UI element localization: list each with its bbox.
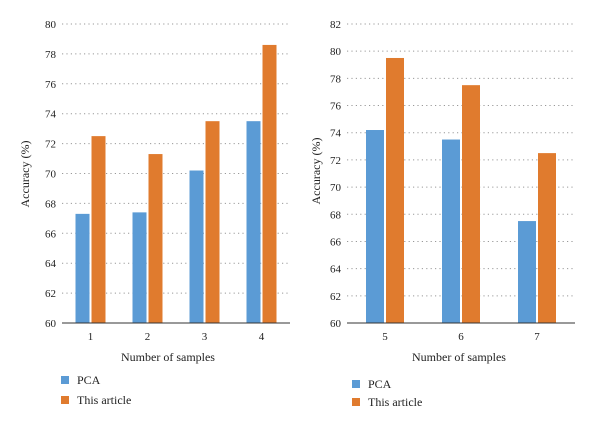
y-axis-title-left: Accuracy (%) [18, 141, 32, 208]
bar-this-article-3 [205, 121, 220, 323]
bar-this-article-6 [462, 85, 480, 323]
bar-pca-1 [75, 213, 90, 323]
x-tick-label-5: 5 [382, 331, 388, 343]
bar-this-article-1 [91, 136, 106, 323]
y-tick-label: 60 [330, 318, 342, 330]
x-tick-labels-right: 5 6 7 [382, 331, 540, 343]
bar-this-article-4 [262, 44, 277, 324]
y-tick-labels-left: 60 62 64 66 68 70 72 74 76 78 80 [45, 19, 57, 330]
x-tick-labels-left: 1 2 3 4 [88, 331, 265, 343]
chart-left: 60 62 64 66 68 70 72 74 76 78 80 1 2 3 4 Accuracy (%)… [18, 19, 290, 407]
y-tick-label: 80 [45, 19, 57, 31]
y-tick-label: 82 [330, 19, 341, 31]
legend-label-pca-right: PCA [368, 377, 392, 391]
chart-right: 60 62 64 66 68 70 72 74 76 78 80 82 5 6 7 Accuracy (%… [309, 19, 575, 409]
y-tick-label: 60 [45, 318, 57, 330]
x-axis-title-right: Number of samples [412, 350, 506, 364]
bar-pca-5 [366, 130, 384, 323]
y-tick-labels-right: 60 62 64 66 68 70 72 74 76 78 80 82 [330, 19, 342, 330]
x-tick-label-2: 2 [145, 331, 151, 343]
legend-swatch-pca-right [352, 380, 360, 388]
legend-swatch-pca-left [61, 376, 69, 384]
legend-label-pca-left: PCA [77, 373, 101, 387]
y-tick-label: 68 [330, 209, 342, 221]
bar-this-article-7 [538, 153, 556, 323]
y-tick-label: 66 [45, 228, 57, 240]
y-tick-label: 62 [330, 291, 341, 303]
y-tick-label: 74 [330, 128, 342, 140]
bar-pca-3 [189, 170, 204, 323]
y-tick-label: 64 [45, 258, 57, 270]
y-tick-label: 78 [45, 49, 57, 61]
y-tick-label: 76 [45, 79, 57, 91]
x-tick-label-6: 6 [458, 331, 464, 343]
legend-label-this-article-left: This article [77, 393, 131, 407]
legend-right: PCA This article [352, 377, 422, 409]
y-tick-label: 72 [330, 155, 341, 167]
legend-left: PCA This article [61, 373, 131, 407]
bars-left [75, 44, 277, 324]
bar-this-article-2 [148, 154, 163, 323]
legend-swatch-this-article-left [61, 396, 69, 404]
x-tick-label-3: 3 [202, 331, 208, 343]
y-tick-label: 80 [330, 46, 342, 58]
y-tick-label: 70 [330, 182, 342, 194]
bar-pca-4 [246, 121, 261, 323]
y-axis-title-right: Accuracy (%) [309, 138, 323, 205]
grid-right [347, 23, 575, 297]
bar-pca-2 [132, 212, 147, 323]
y-tick-label: 72 [45, 139, 56, 151]
y-tick-label: 78 [330, 73, 342, 85]
bar-pca-7 [518, 221, 536, 323]
y-tick-label: 64 [330, 264, 342, 276]
y-tick-label: 74 [45, 109, 57, 121]
x-tick-label-1: 1 [88, 331, 94, 343]
y-tick-label: 70 [45, 169, 57, 181]
legend-label-this-article-right: This article [368, 395, 422, 409]
x-tick-label-4: 4 [259, 331, 265, 343]
y-tick-label: 76 [330, 101, 342, 113]
y-tick-label: 62 [45, 288, 56, 300]
bars-right [366, 57, 556, 324]
x-axis-title-left: Number of samples [121, 350, 215, 364]
y-tick-label: 66 [330, 236, 342, 248]
bar-pca-6 [442, 139, 460, 323]
bar-this-article-5 [386, 57, 404, 324]
x-tick-label-7: 7 [534, 331, 540, 343]
legend-swatch-this-article-right [352, 398, 360, 406]
y-tick-label: 68 [45, 198, 57, 210]
